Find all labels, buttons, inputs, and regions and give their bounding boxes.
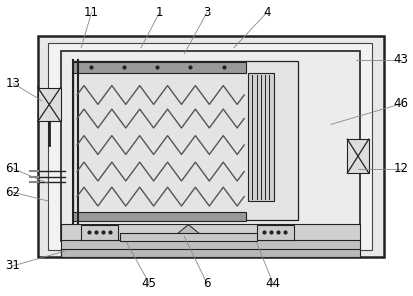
Text: 12: 12 — [392, 162, 408, 175]
Bar — [60, 224, 359, 241]
Text: 1: 1 — [155, 6, 163, 19]
Bar — [38, 36, 384, 257]
Bar — [81, 225, 118, 240]
Bar — [60, 240, 359, 250]
Text: 31: 31 — [6, 259, 21, 272]
Bar — [73, 62, 246, 73]
Text: 6: 6 — [203, 277, 210, 290]
Bar — [256, 225, 293, 240]
Bar — [73, 212, 246, 221]
Bar — [347, 139, 368, 173]
Text: 4: 4 — [262, 6, 270, 19]
Text: 3: 3 — [203, 6, 210, 19]
Polygon shape — [169, 225, 206, 240]
Bar — [48, 44, 371, 250]
Text: 11: 11 — [84, 6, 99, 19]
Text: 45: 45 — [142, 277, 156, 290]
Bar — [120, 233, 256, 241]
Text: 46: 46 — [392, 97, 408, 110]
Text: 61: 61 — [5, 162, 21, 175]
Text: 43: 43 — [392, 53, 407, 66]
Text: 13: 13 — [6, 77, 21, 90]
Text: 44: 44 — [265, 277, 280, 290]
Bar — [73, 61, 297, 220]
Bar — [60, 249, 359, 257]
Bar — [38, 88, 60, 121]
Text: 62: 62 — [5, 186, 21, 199]
Bar — [248, 73, 273, 201]
Bar — [60, 51, 359, 241]
